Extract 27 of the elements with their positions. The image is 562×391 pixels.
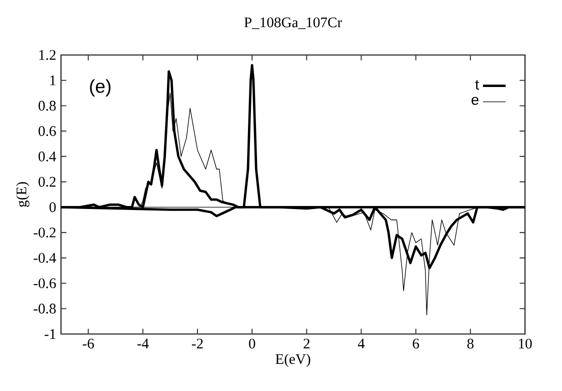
y-tick-label: 0.2	[38, 176, 56, 187]
x-tick-label: -2	[192, 338, 203, 348]
y-tick-label: 1.2	[39, 50, 56, 60]
x-tick-label: 4	[358, 338, 365, 348]
legend-label: t	[475, 80, 480, 90]
annotation: (e)	[90, 79, 110, 97]
x-tick-label: 0	[248, 338, 256, 349]
y-axis-title: g(E)	[16, 182, 30, 207]
x-tick-label: 10	[518, 338, 532, 349]
x-tick-label: -6	[82, 338, 94, 349]
y-tick-label: -0.6	[34, 278, 56, 288]
y-tick-label: -0.2	[34, 228, 56, 238]
x-tick-label: 6	[412, 338, 420, 349]
y-tick-label: 0.6	[38, 126, 56, 136]
y-tick-label: 0	[50, 202, 56, 212]
y-tick-label: 0.8	[38, 100, 56, 111]
x-tick-label: 8	[467, 338, 474, 349]
x-tick-label: -4	[137, 338, 149, 348]
chart-title: P_108Ga_107Cr	[244, 17, 342, 30]
y-tick-label: 1	[50, 76, 56, 86]
x-tick-label: 2	[304, 338, 310, 348]
y-tick-label: -0.8	[34, 304, 56, 314]
y-tick-label: -0.4	[34, 252, 56, 263]
y-tick-label: 0.4	[38, 152, 56, 162]
legend-label: e	[472, 96, 478, 105]
y-tick-label: -1	[44, 329, 56, 339]
x-axis-title: E(eV)	[276, 354, 310, 367]
